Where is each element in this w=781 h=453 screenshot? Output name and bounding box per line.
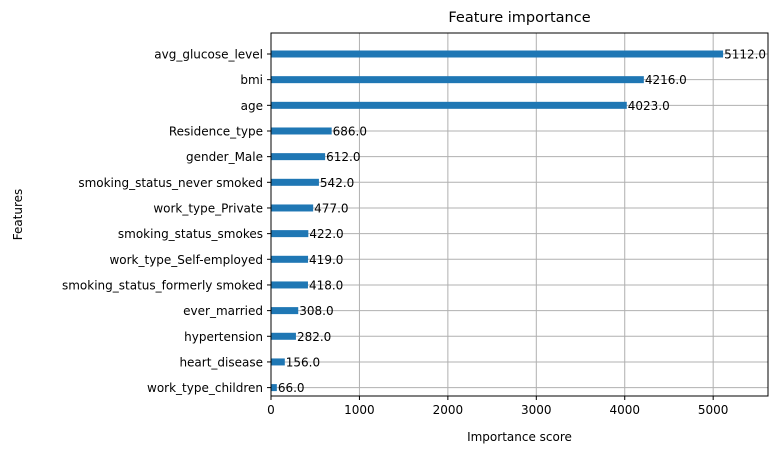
x-tick-label: 2000 xyxy=(433,403,464,417)
y-tick-label: work_type_Self-employed xyxy=(109,253,263,267)
x-axis-label: Importance score xyxy=(467,430,572,444)
y-tick-label: smoking_status_formerly smoked xyxy=(62,278,263,292)
bar xyxy=(271,358,285,366)
bar xyxy=(271,255,309,263)
y-tick-label: avg_glucose_level xyxy=(154,48,263,62)
bar xyxy=(271,307,299,315)
value-label: 4023.0 xyxy=(628,99,670,113)
value-label: 4216.0 xyxy=(645,73,687,87)
value-label: 308.0 xyxy=(299,304,333,318)
x-tick-label: 5000 xyxy=(698,403,729,417)
value-labels: 5112.0 4216.0 4023.0 686.0 612.0 542.0 477.0 42… xyxy=(278,48,766,396)
value-label: 686.0 xyxy=(333,124,367,138)
bar xyxy=(271,204,314,212)
y-axis-label: Features xyxy=(11,189,25,241)
y-tick-label: smoking_status_never smoked xyxy=(78,176,263,190)
y-tick-label: hypertension xyxy=(184,330,263,344)
bar xyxy=(271,178,319,186)
y-tick-label: smoking_status_smokes xyxy=(118,227,263,241)
chart-title: Feature importance xyxy=(448,10,590,26)
bar xyxy=(271,76,644,84)
value-label: 422.0 xyxy=(309,227,343,241)
y-tick-label: bmi xyxy=(240,73,263,87)
y-tick-label: ever_married xyxy=(183,304,263,318)
y-tick-label: gender_Male xyxy=(186,150,263,164)
value-label: 5112.0 xyxy=(724,48,766,62)
bar xyxy=(271,153,326,161)
bar xyxy=(271,101,627,109)
plot-frame xyxy=(270,32,769,397)
bar xyxy=(271,230,309,238)
value-label: 418.0 xyxy=(309,278,343,292)
bar xyxy=(271,384,277,392)
bar xyxy=(271,127,332,135)
bars xyxy=(271,50,724,392)
x-tick-label: 1000 xyxy=(344,403,375,417)
x-tick-label: 0 xyxy=(267,403,275,417)
value-label: 542.0 xyxy=(320,176,354,190)
value-label: 612.0 xyxy=(326,150,360,164)
x-tick-label: 3000 xyxy=(521,403,552,417)
y-tick-label: age xyxy=(241,99,263,113)
y-tick-label: Residence_type xyxy=(169,124,263,138)
bar xyxy=(271,281,308,289)
x-tick-label: 4000 xyxy=(609,403,640,417)
y-tick-label: work_type_Private xyxy=(153,201,263,215)
bar xyxy=(271,50,724,58)
value-label: 66.0 xyxy=(278,381,305,395)
value-label: 282.0 xyxy=(297,330,331,344)
value-label: 156.0 xyxy=(286,355,320,369)
value-label: 477.0 xyxy=(314,201,348,215)
y-tick-label: heart_disease xyxy=(179,355,263,369)
bar xyxy=(271,332,296,340)
value-label: 419.0 xyxy=(309,253,343,267)
x-axis-ticks: 0 1000 2000 3000 4000 5000 xyxy=(267,396,728,417)
grid-lines xyxy=(270,33,768,396)
y-tick-label: work_type_children xyxy=(147,381,263,395)
